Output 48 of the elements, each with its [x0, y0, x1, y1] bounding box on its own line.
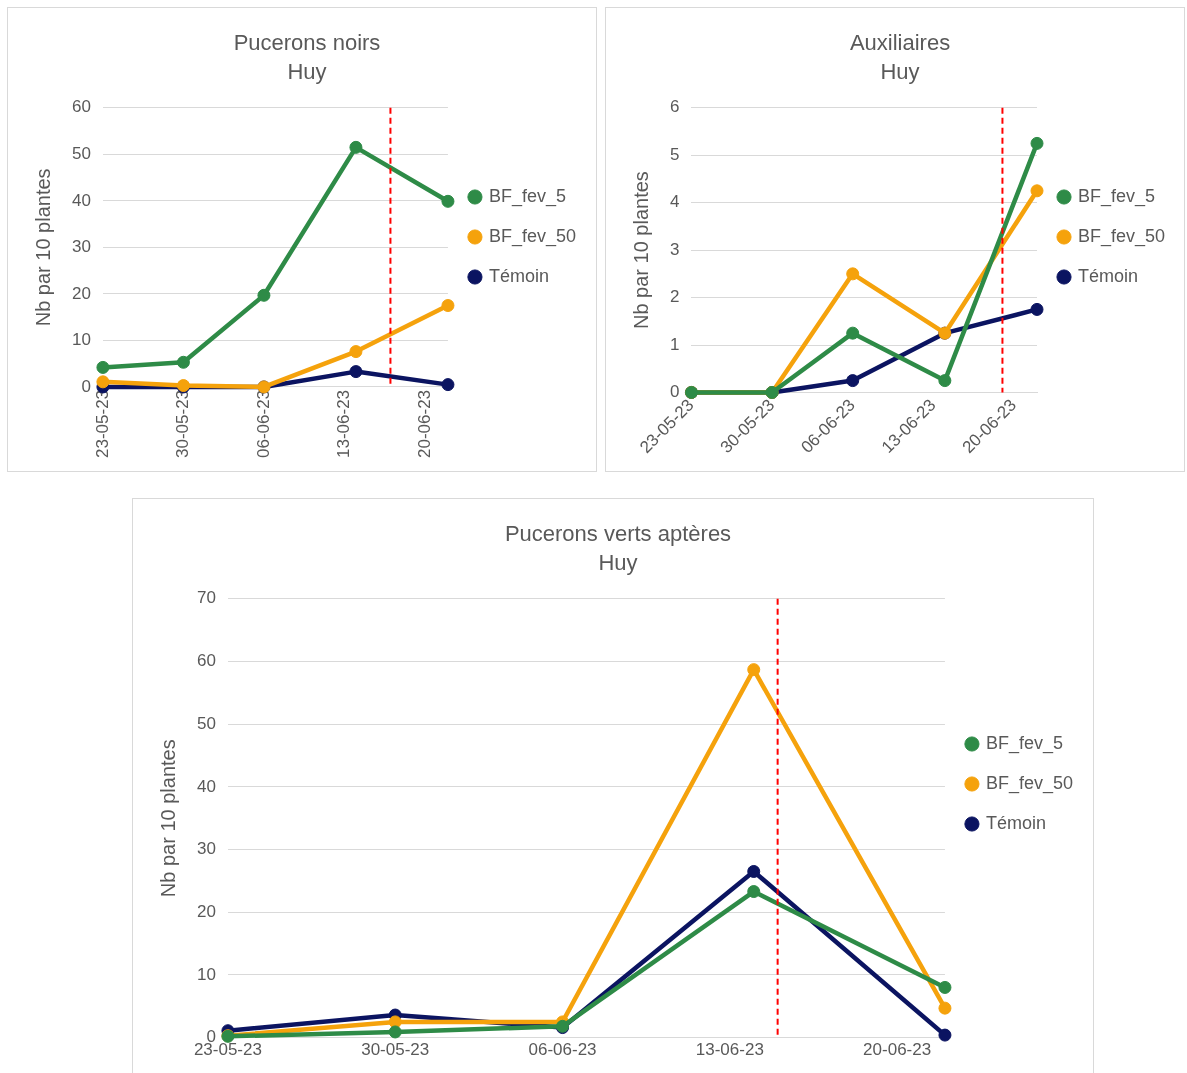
x-tick-label: 20-06-23	[863, 1040, 932, 1060]
y-tick-label: 0	[81, 376, 91, 396]
legend-label: BF_fev_50	[985, 772, 1074, 794]
y-tick-label: 40	[71, 190, 91, 210]
y-tick-label: 6	[669, 97, 680, 117]
x-tick-label: 13-06-23	[334, 389, 354, 459]
y-axis-title: Nb par 10 plantes	[629, 171, 652, 330]
legend-label: BF_fev_5	[985, 732, 1063, 754]
x-tick-label: 06-06-23	[253, 389, 273, 459]
y-tick-label: 20	[196, 901, 216, 921]
chart-title: Auxiliaires	[849, 30, 951, 56]
x-tick-label: 23-05-23	[92, 389, 112, 459]
legend-label: BF_fev_5	[1078, 185, 1156, 207]
x-tick-label: 06-06-23	[528, 1040, 597, 1060]
chart-title: Pucerons noirs	[233, 30, 381, 56]
legend-label: Témoin	[985, 812, 1046, 833]
y-tick-label: 30	[71, 237, 91, 257]
y-tick-label: 0	[669, 382, 680, 402]
x-tick-label: 30-05-23	[361, 1040, 430, 1060]
y-tick-label: 10	[196, 964, 216, 984]
y-tick-label: 2	[669, 287, 680, 307]
y-tick-label: 20	[71, 283, 91, 303]
legend-label: BF_fev_5	[488, 185, 566, 207]
y-tick-label: 40	[196, 776, 216, 796]
x-tick-label: 13-06-23	[695, 1040, 764, 1060]
y-tick-label: 70	[196, 588, 216, 608]
chart-title: Pucerons verts aptères	[504, 521, 732, 547]
legend-label: Témoin	[1078, 265, 1139, 286]
chart-subtitle: Huy	[598, 549, 638, 575]
y-tick-label: 4	[669, 192, 680, 212]
legend-label: Témoin	[488, 265, 549, 286]
legend-label: BF_fev_50	[1078, 225, 1166, 247]
y-tick-label: 5	[669, 144, 680, 164]
legend-label: BF_fev_50	[488, 225, 577, 247]
y-axis-title: Nb par 10 plantes	[31, 168, 54, 327]
y-axis-title: Nb par 10 plantes	[156, 739, 179, 898]
x-tick-label: 20-06-23	[414, 389, 434, 459]
y-tick-label: 30	[196, 839, 216, 859]
y-tick-label: 3	[669, 239, 680, 259]
chart-subtitle: Huy	[880, 58, 920, 84]
y-tick-label: 50	[196, 713, 216, 733]
y-tick-label: 10	[71, 330, 91, 350]
x-tick-label: 30-05-23	[173, 389, 193, 459]
y-tick-label: 60	[71, 97, 91, 117]
y-tick-label: 1	[669, 334, 680, 354]
y-tick-label: 50	[71, 144, 91, 164]
y-tick-label: 60	[196, 651, 216, 671]
chart-subtitle: Huy	[287, 58, 327, 84]
